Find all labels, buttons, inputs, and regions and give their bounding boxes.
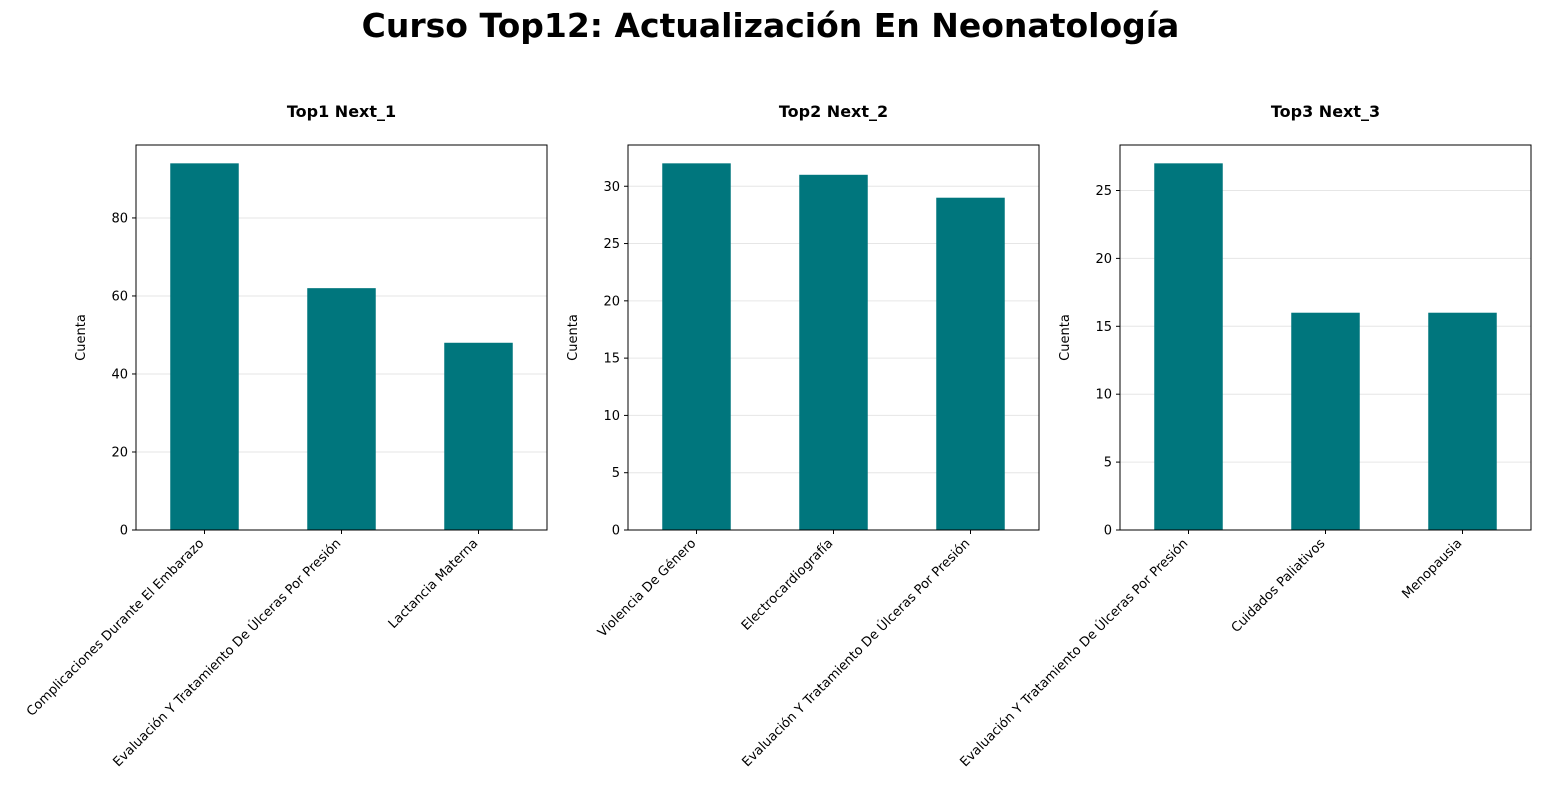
y-axis-label: Cuenta [1058,314,1073,361]
y-tick-label: 25 [603,237,620,252]
x-tick-label: Menopausia [1399,536,1465,602]
y-tick-label: 30 [603,180,620,195]
x-tick-label: Electrocardiografía [739,536,836,633]
bar [662,163,731,531]
y-tick-label: 15 [603,352,620,367]
y-tick-label: 20 [1095,252,1112,267]
bar [307,288,376,530]
y-tick-label: 15 [1095,320,1112,335]
y-tick-label: 0 [1104,524,1112,539]
y-tick-label: 20 [111,445,128,460]
y-axis-label: Cuenta [566,314,581,361]
page-title: Curso Top12: Actualización En Neonatolog… [361,6,1180,45]
bar [799,174,868,530]
y-tick-label: 80 [111,211,128,226]
chart-title: Top3 Next_3 [1271,102,1380,121]
y-axis-label: Cuenta [74,314,89,361]
chart-panel-3: 0 5 10 15 20 25 Evaluación Y Tratamiento De Úl… [957,102,1532,771]
y-tick-label: 0 [612,524,620,539]
bar [170,163,239,531]
y-tick-label: 60 [111,289,128,304]
x-tick-label: Evaluación Y Tratamiento De Úlceras Por … [739,536,974,771]
y-tick-label: 0 [120,524,128,539]
y-tick-label: 25 [1095,184,1112,199]
y-tick-label: 10 [603,409,620,424]
y-tick-label: 5 [612,466,620,481]
bar [1154,163,1223,531]
y-tick-label: 20 [603,294,620,309]
chart-title: Top2 Next_2 [779,102,888,121]
x-tick-label: Violencia De Género [595,536,699,640]
y-tick-label: 5 [1104,456,1112,471]
y-tick-label: 40 [111,367,128,382]
bar [1428,312,1497,530]
x-tick-label: Evaluación Y Tratamiento De Úlceras Por … [110,536,345,771]
x-tick-label: Cuidados Paliativos [1229,536,1329,636]
x-tick-label: Lactancia Materna [386,536,482,632]
bar [1291,312,1360,530]
bar [444,342,513,530]
chart-title: Top1 Next_1 [287,102,396,121]
y-tick-label: 10 [1095,388,1112,403]
bar [936,197,1005,531]
chart-panel-2: 0 5 10 15 20 25 30 Violencia De Género Electroca… [566,102,1040,771]
x-tick-label: Evaluación Y Tratamiento De Úlceras Por … [957,536,1192,771]
